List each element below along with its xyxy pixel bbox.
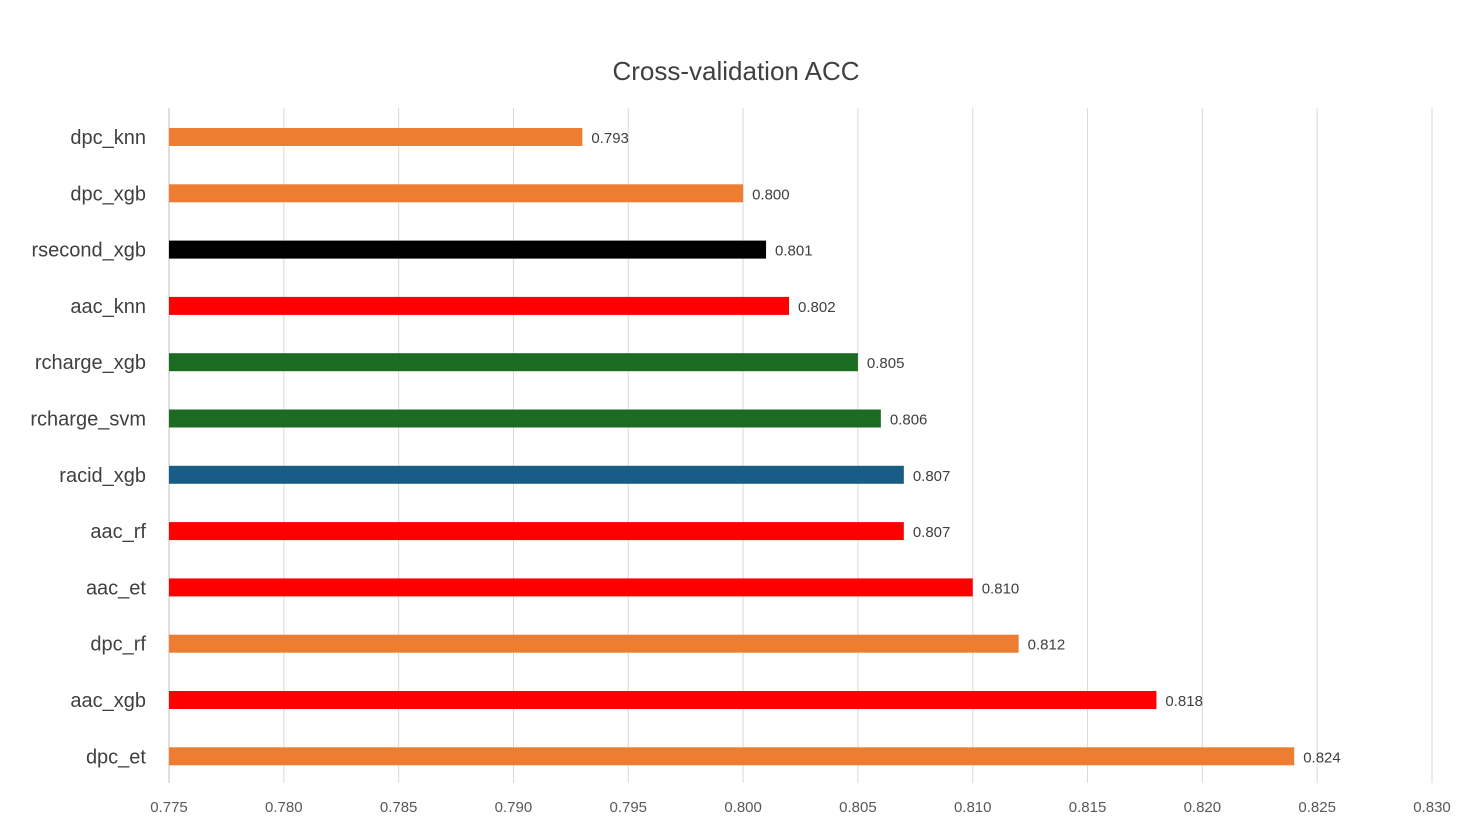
x-tick-label: 0.785 [380,799,418,816]
data-label: 0.800 [752,186,790,203]
data-label: 0.807 [913,468,951,485]
category-label: rcharge_svm [30,409,146,431]
x-tick-label: 0.825 [1298,799,1336,816]
category-label: dpc_knn [70,127,146,149]
x-tick-label: 0.810 [954,799,992,816]
bar-rcharge_xgb [169,353,858,372]
category-label: dpc_et [86,746,146,768]
x-tick-label: 0.780 [265,799,303,816]
category-label: racid_xgb [59,465,146,487]
data-label: 0.793 [591,130,629,147]
x-tick-label: 0.820 [1184,799,1222,816]
bar-aac_knn [169,296,790,315]
category-label: aac_rf [90,521,146,543]
bar-rcharge_svm [169,409,881,428]
chart-title: Cross-validation ACC [612,56,859,86]
category-label: dpc_xgb [70,183,146,205]
x-tick-label: 0.800 [724,799,762,816]
x-tick-label: 0.815 [1069,799,1107,816]
x-tick-label: 0.790 [495,799,533,816]
bar-aac_rf [169,522,904,541]
x-tick-label: 0.805 [839,799,877,816]
bar-dpc_et [169,747,1295,766]
data-label: 0.807 [913,524,951,541]
category-label: aac_xgb [70,690,146,712]
category-label: rcharge_xgb [35,352,146,374]
bar-racid_xgb [169,465,904,484]
bar-dpc_xgb [169,184,744,203]
bar-aac_xgb [169,691,1157,709]
category-label: dpc_rf [90,634,146,656]
bar-dpc_knn [169,128,583,146]
x-tick-label: 0.795 [609,799,647,816]
data-label: 0.802 [798,299,836,316]
bar-dpc_rf [169,634,1019,653]
data-label: 0.812 [1028,637,1066,654]
data-label: 0.801 [775,243,813,260]
category-label: aac_knn [70,296,146,318]
x-tick-label: 0.775 [150,799,188,816]
bar-aac_et [169,578,973,597]
data-label: 0.806 [890,412,928,429]
x-tick-label: 0.830 [1413,799,1451,816]
data-label: 0.805 [867,355,905,372]
data-label: 0.824 [1303,749,1341,766]
data-label: 0.810 [982,580,1020,597]
category-label: aac_et [86,577,146,599]
bar-rsecond_xgb [169,240,767,259]
category-label: rsecond_xgb [31,240,146,262]
data-label: 0.818 [1165,693,1203,710]
